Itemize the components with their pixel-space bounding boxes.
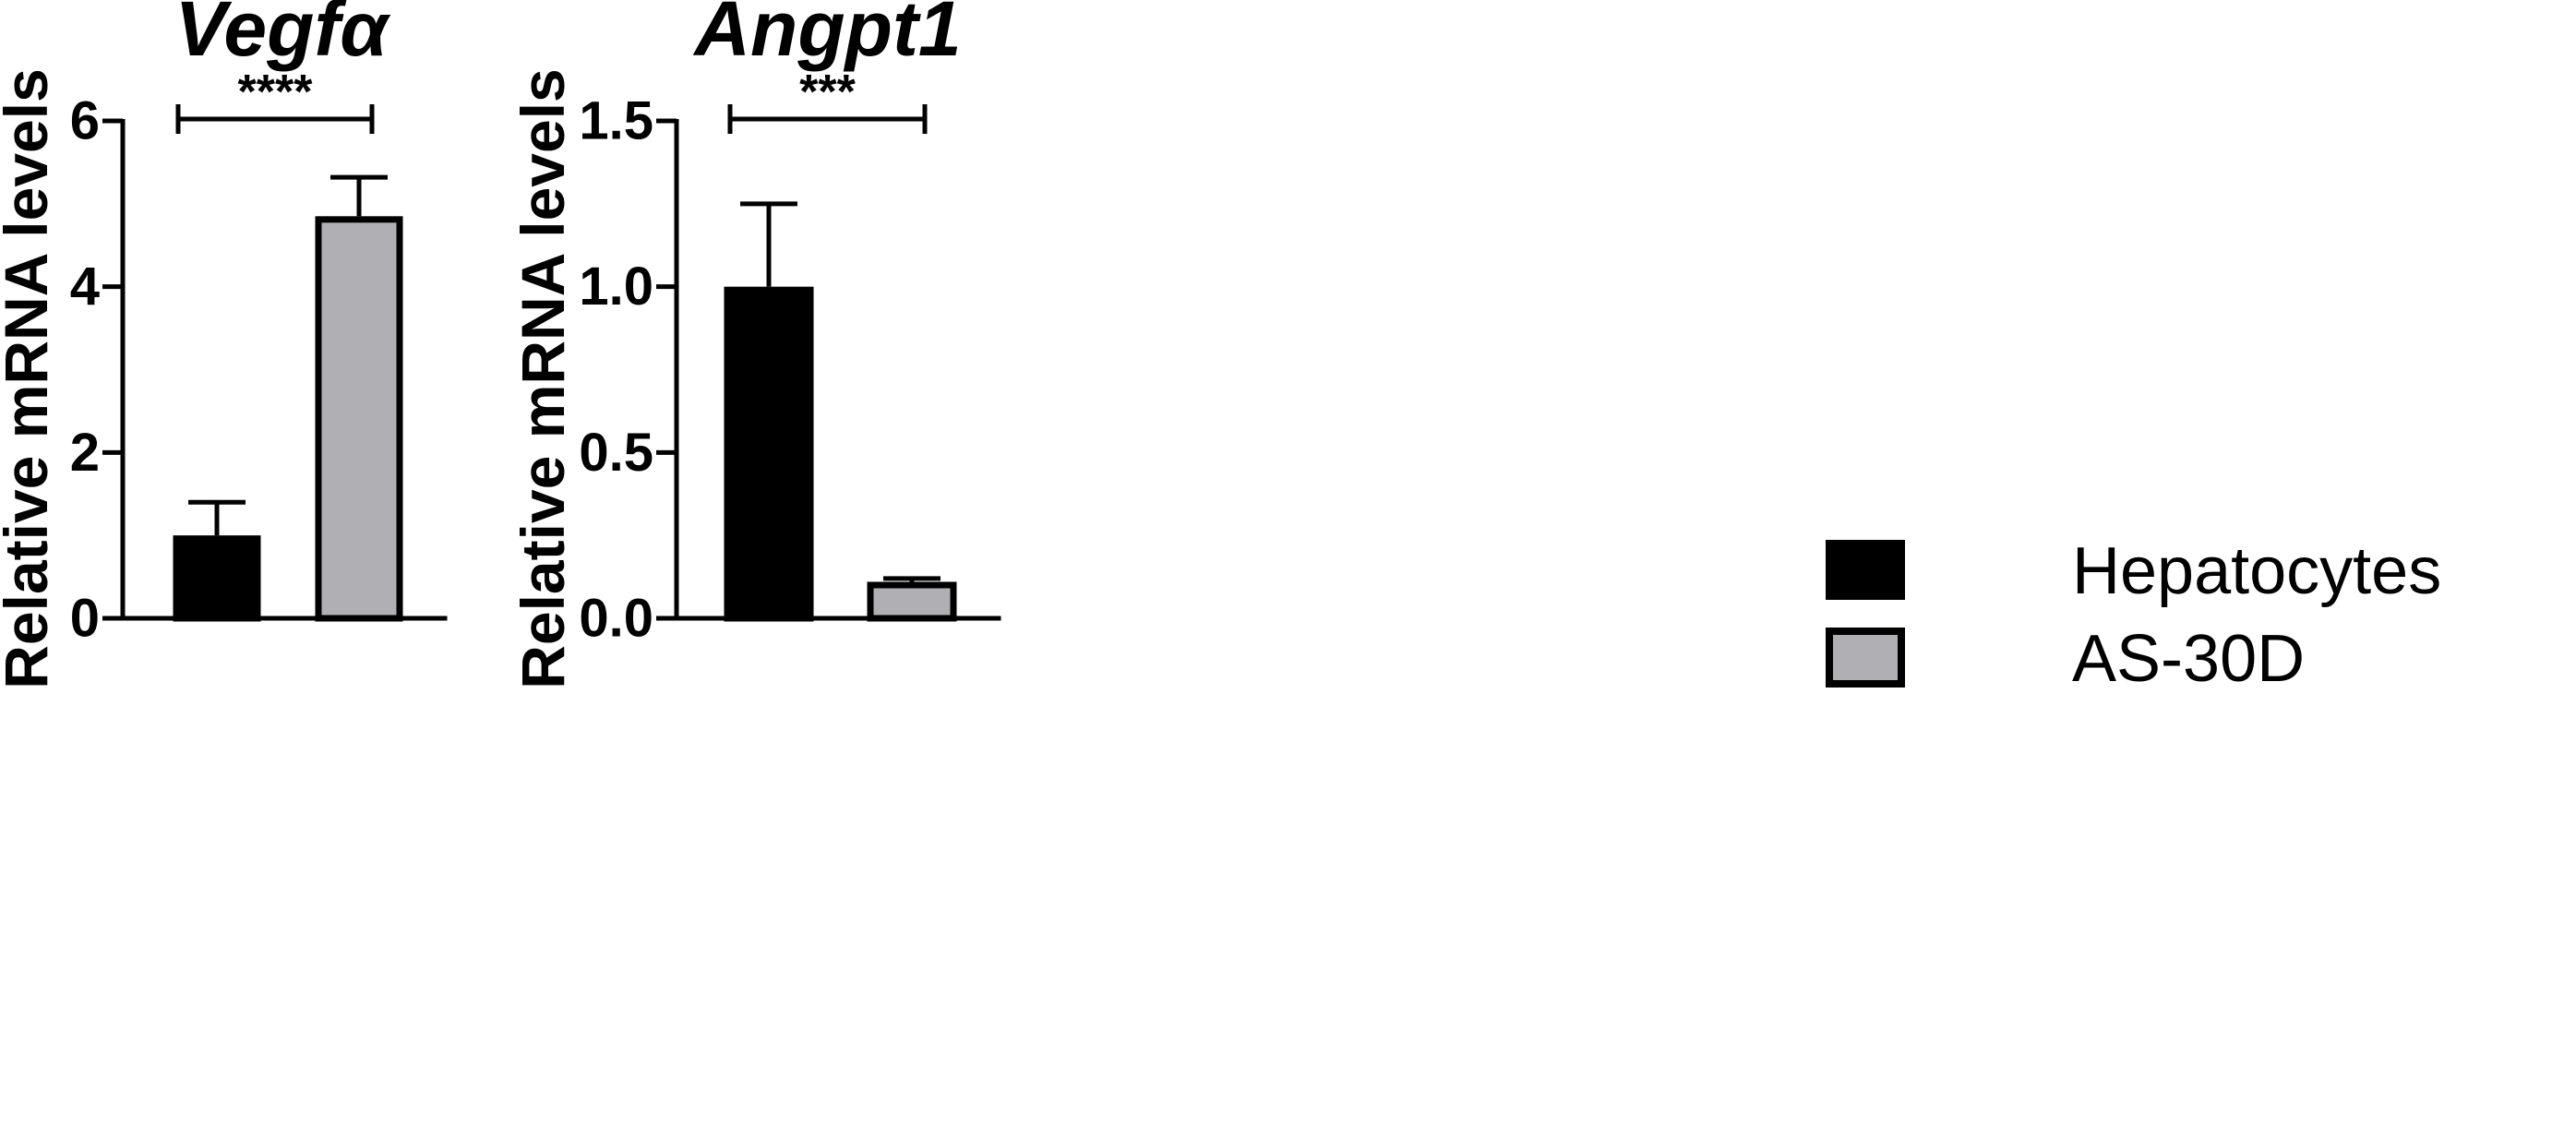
y-tick-label: 0.5 [579, 423, 653, 483]
y-tick-label: 4 [70, 257, 100, 317]
y-tick-label: 0.0 [579, 589, 653, 649]
significance-label: *** [799, 66, 856, 119]
legend-swatch-as-30d [1826, 628, 1905, 688]
y-tick-label: 0 [70, 589, 100, 649]
legend: Hepatocytes AS-30D [1826, 534, 2441, 696]
y-tick-label: 1.0 [579, 257, 653, 317]
y-tick-label: 2 [70, 423, 100, 483]
y-axis-label: Relative mRNA levels [0, 68, 60, 689]
chart-title: Vegfα [175, 0, 391, 72]
bar-hepatocytes [173, 535, 261, 622]
y-tick-label: 6 [70, 91, 100, 151]
y-axis-label: Relative mRNA levels [509, 68, 577, 689]
y-tick-label: 1.5 [579, 91, 653, 151]
legend-swatch-hepatocytes [1826, 540, 1905, 600]
bar-as-30d [867, 581, 957, 622]
bar-hepatocytes [724, 286, 814, 622]
legend-label: AS-30D [2072, 622, 2305, 696]
chart-title: Angpt1 [692, 0, 961, 72]
chart-angpt1: Angpt1 Relative mRNA levels 0.0 0.5 1.0 1.5 **… [509, 0, 1001, 689]
significance-label: **** [238, 66, 314, 119]
bar-as-30d [315, 216, 403, 622]
legend-label: Hepatocytes [2072, 534, 2441, 608]
